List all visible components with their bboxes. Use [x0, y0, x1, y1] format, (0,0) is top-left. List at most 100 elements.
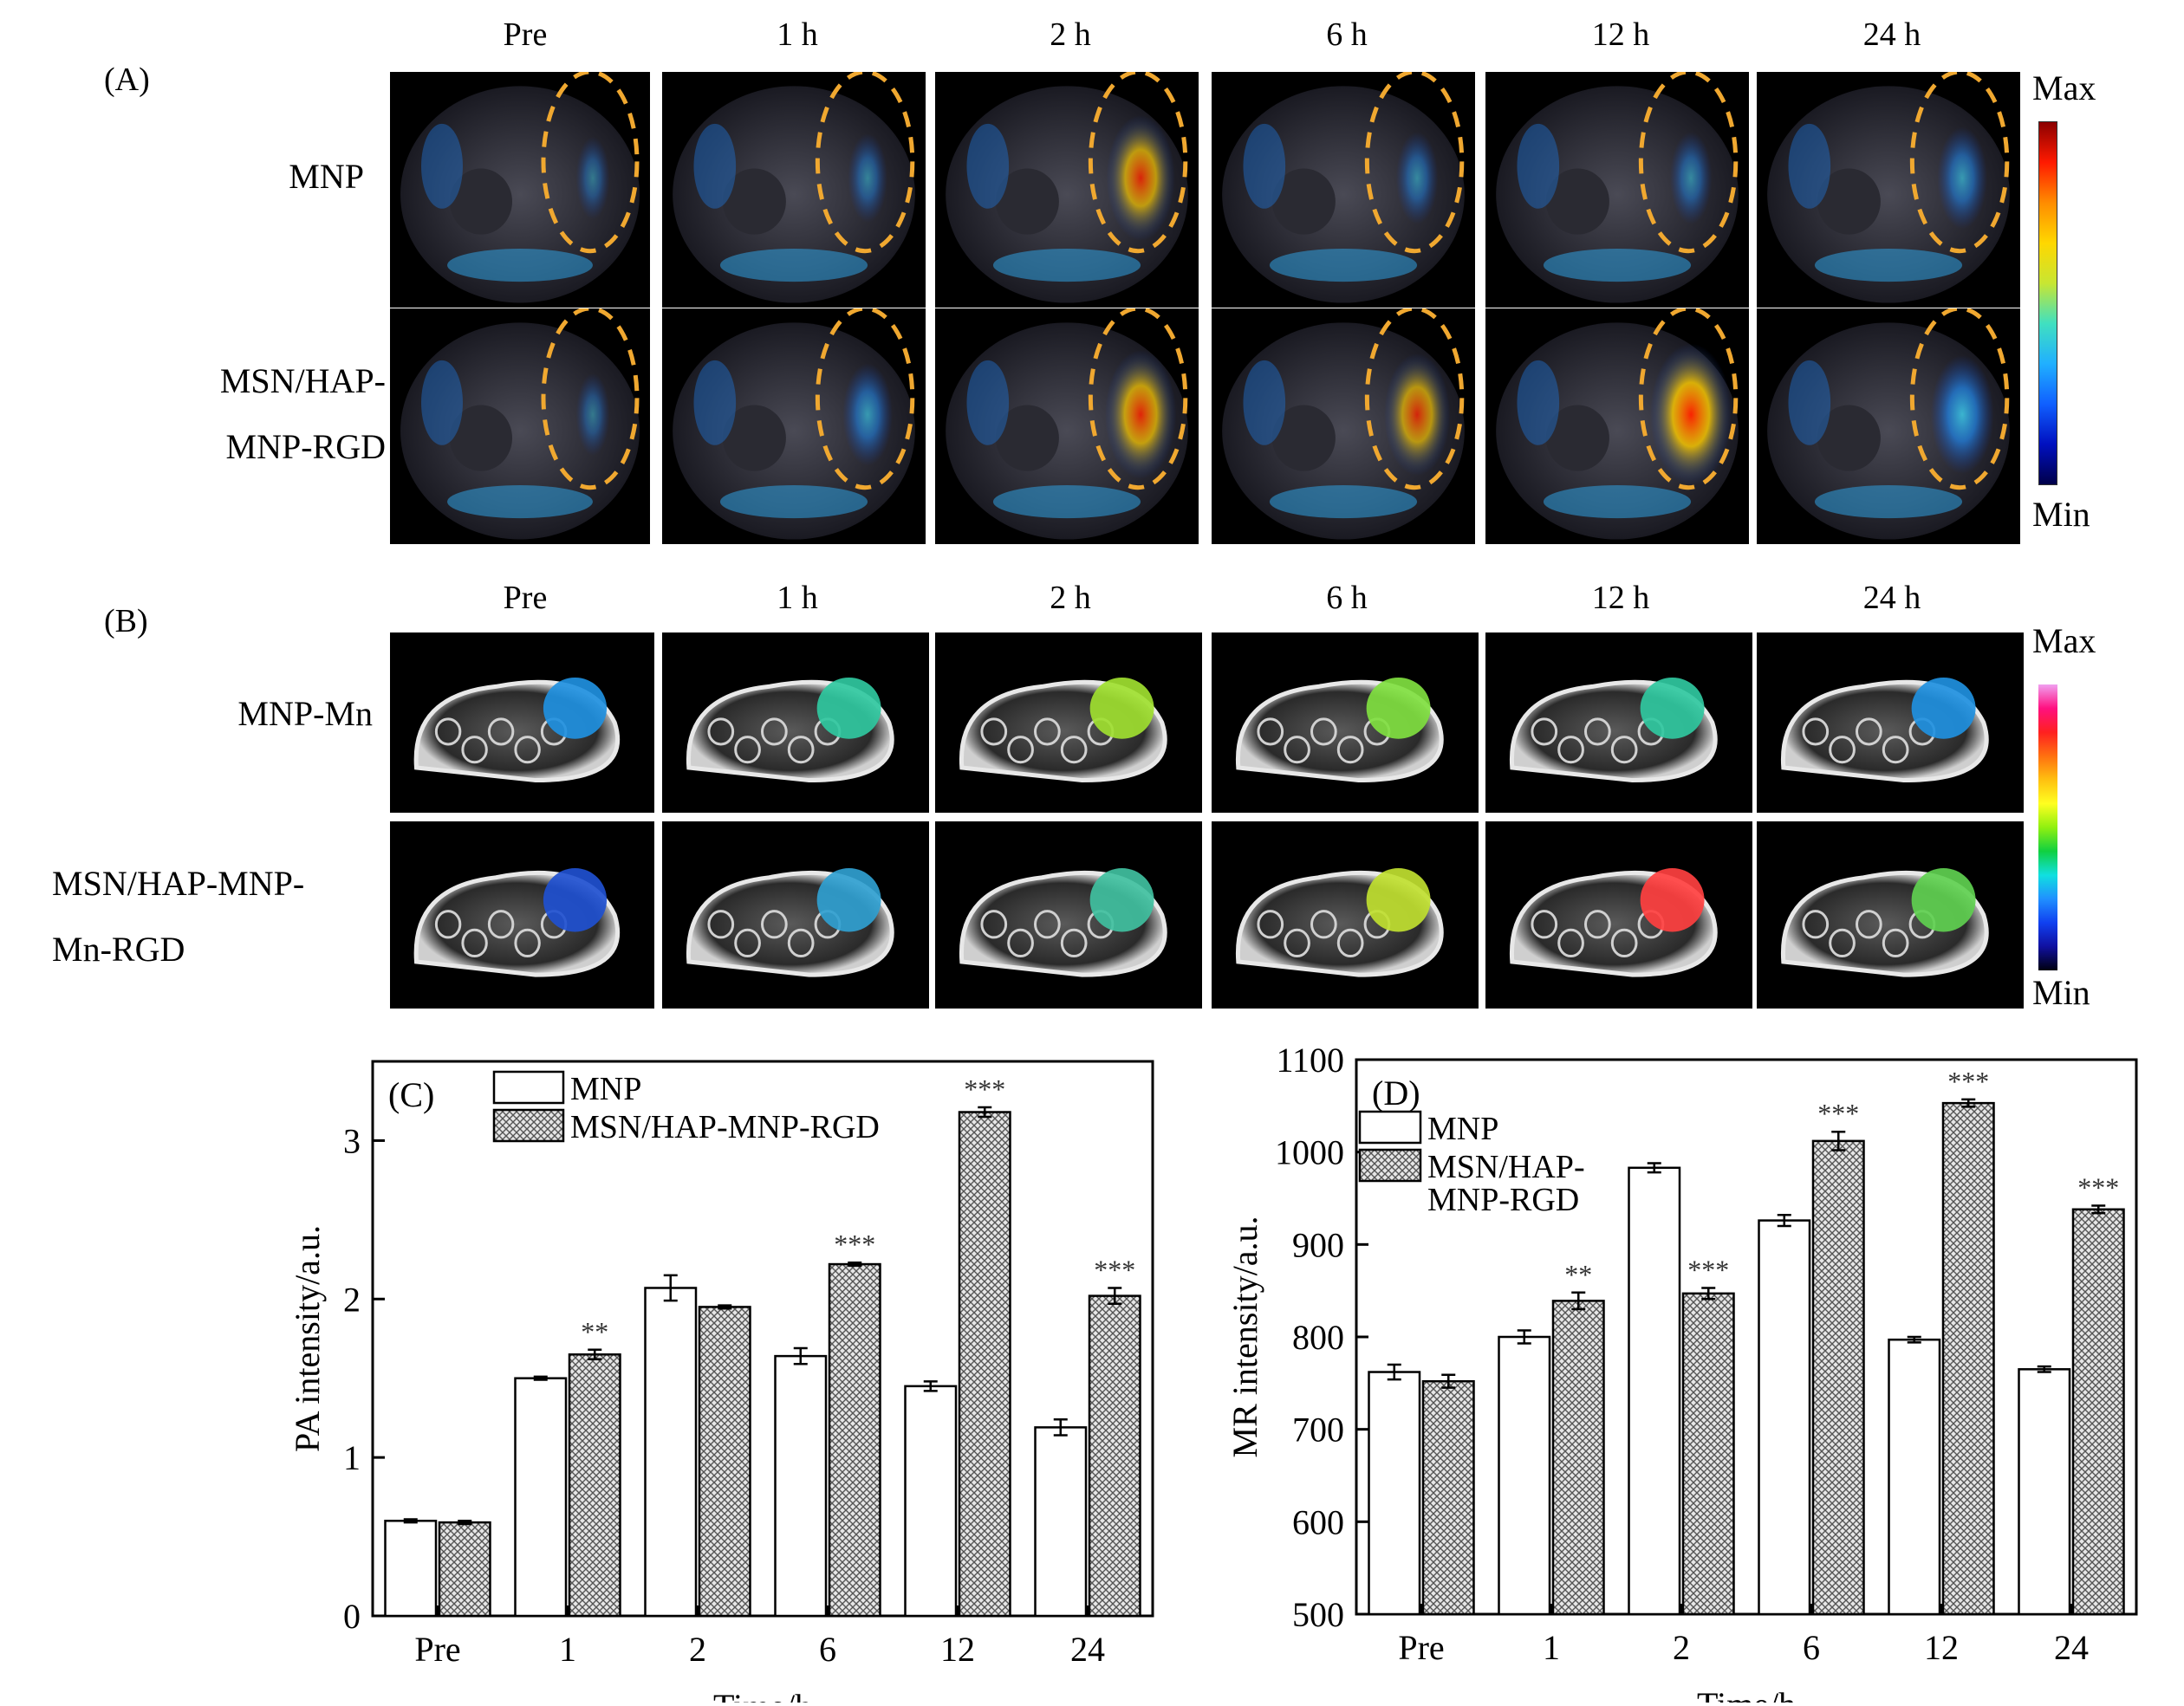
- mr-image-tile: [390, 821, 654, 1009]
- row-label-line: MNP: [289, 157, 364, 196]
- bar-rgd: [828, 1262, 881, 1618]
- bar-mnp: [1888, 1338, 1941, 1616]
- significance-mark: ***: [2077, 1172, 2119, 1203]
- scale-bar-a: [2038, 121, 2057, 485]
- row-label-line: MSN/HAP-: [219, 361, 386, 400]
- legend-label: MNP-RGD: [1427, 1182, 1579, 1218]
- scale-a-max-label: Max: [2032, 68, 2096, 107]
- x-tick-label: 12: [1924, 1628, 1959, 1667]
- plot-frame: [371, 1060, 1154, 1618]
- pa-image-tile: [390, 308, 650, 544]
- pa-image-tile: [662, 308, 926, 544]
- significance-mark: **: [1564, 1259, 1592, 1290]
- x-tick-label: 12: [940, 1630, 975, 1669]
- mr-image-tile: [1757, 821, 2024, 1009]
- y-tick-label: 1000: [1275, 1133, 1344, 1172]
- x-tick-label: 2: [1673, 1628, 1690, 1667]
- y-tick-label: 0: [343, 1597, 361, 1636]
- y-tick-label: 500: [1292, 1595, 1344, 1634]
- x-tick-label: 6: [1803, 1628, 1820, 1667]
- x-tick-label: Pre: [414, 1630, 460, 1669]
- mr-image-tile: [1485, 821, 1752, 1009]
- significance-mark: ***: [1687, 1254, 1729, 1285]
- b-time-label: 6 h: [1326, 580, 1368, 616]
- bar-mnp: [774, 1354, 828, 1618]
- bar-rgd: [2071, 1208, 2125, 1616]
- mr-image-tile: [1212, 632, 1479, 813]
- significance-mark: ***: [1094, 1254, 1135, 1285]
- b-time-label: 1 h: [777, 580, 818, 616]
- x-tick-label: Pre: [1398, 1628, 1444, 1667]
- row-label-line: MSN/HAP-MNP-: [52, 864, 305, 903]
- panel-label: (D): [1372, 1074, 1420, 1112]
- pa-image-tile: [1485, 308, 1749, 544]
- bar-mnp: [1758, 1219, 1811, 1616]
- legend-label: MNP: [1427, 1111, 1498, 1147]
- pa-image-tile: [1757, 72, 2020, 308]
- mr-image-tile: [935, 821, 1202, 1009]
- bar-rgd: [568, 1353, 621, 1618]
- mr-image-tile: [662, 821, 929, 1009]
- bar-rgd: [1088, 1294, 1141, 1618]
- a-time-label: 12 h: [1591, 16, 1650, 53]
- y-axis-label: MR intensity/a.u.: [1225, 1216, 1264, 1458]
- x-axis-label: Time/h: [713, 1687, 812, 1703]
- bar-rgd: [1681, 1292, 1735, 1616]
- b-time-label: 12 h: [1591, 580, 1650, 616]
- legend-label: MNP: [570, 1071, 641, 1107]
- x-tick-label: 1: [559, 1630, 576, 1669]
- x-axis-label: Time/h: [1697, 1685, 1796, 1703]
- row-label-b-2: MSN/HAP-MNP- Mn-RGD: [52, 851, 381, 983]
- y-tick-label: 700: [1292, 1411, 1344, 1450]
- bar-mnp: [1628, 1166, 1681, 1616]
- x-tick-label: 2: [689, 1630, 706, 1669]
- significance-mark: ***: [964, 1074, 1005, 1105]
- a-time-label: 1 h: [777, 16, 818, 53]
- row-label-b-1: MNP-Mn: [113, 681, 373, 747]
- x-tick-label: 6: [819, 1630, 836, 1669]
- legend-swatch-rgd: [492, 1108, 565, 1143]
- row-label-a-2: MSN/HAP- MNP-RGD: [113, 348, 386, 480]
- y-axis-label: PA intensity/a.u.: [288, 1225, 327, 1452]
- pa-image-tile: [390, 72, 650, 308]
- mr-image-tile: [1485, 632, 1752, 813]
- b-time-label: Pre: [503, 580, 548, 616]
- row-label-line: MNP-Mn: [237, 694, 373, 733]
- y-tick-label: 600: [1292, 1502, 1344, 1541]
- legend-swatch-rgd: [1358, 1148, 1422, 1183]
- y-tick-label: 3: [343, 1121, 361, 1160]
- x-tick-label: 24: [1070, 1630, 1105, 1669]
- legend-label: MSN/HAP-MNP-RGD: [570, 1109, 880, 1145]
- panel-label-a: (A): [104, 62, 150, 98]
- legend-label: MSN/HAP-: [1427, 1149, 1585, 1185]
- y-tick-label: 800: [1292, 1318, 1344, 1357]
- a-time-label: 6 h: [1326, 16, 1368, 53]
- panel-label: (C): [388, 1075, 434, 1114]
- mr-image-tile: [662, 632, 929, 813]
- bar-mnp: [1498, 1335, 1551, 1616]
- mr-image-tile: [1212, 821, 1479, 1009]
- bar-rgd: [1941, 1101, 1995, 1616]
- row-label-a-1: MNP: [113, 144, 364, 210]
- bar-mnp: [1034, 1426, 1088, 1618]
- pa-image-tile: [1212, 72, 1475, 308]
- b-time-label: 24 h: [1862, 580, 1921, 616]
- significance-mark: ***: [834, 1229, 875, 1260]
- bar-rgd: [1551, 1300, 1605, 1616]
- significance-mark: ***: [1947, 1066, 1989, 1097]
- bar-mnp: [904, 1385, 958, 1618]
- scale-a-min-label: Min: [2032, 495, 2090, 534]
- panel-label-b: (B): [104, 603, 148, 639]
- pa-image-tile: [1212, 308, 1475, 544]
- scale-b-max-label: Max: [2032, 621, 2096, 660]
- mr-image-tile: [390, 632, 654, 813]
- pa-image-tile: [1485, 72, 1749, 308]
- pa-image-tile: [662, 72, 926, 308]
- y-tick-label: 1100: [1276, 1041, 1344, 1080]
- legend-swatch-mnp: [1358, 1110, 1422, 1145]
- bar-mnp: [384, 1520, 438, 1618]
- a-time-label: 24 h: [1862, 16, 1921, 53]
- x-tick-label: 24: [2054, 1628, 2089, 1667]
- pa-image-tile: [1757, 308, 2020, 544]
